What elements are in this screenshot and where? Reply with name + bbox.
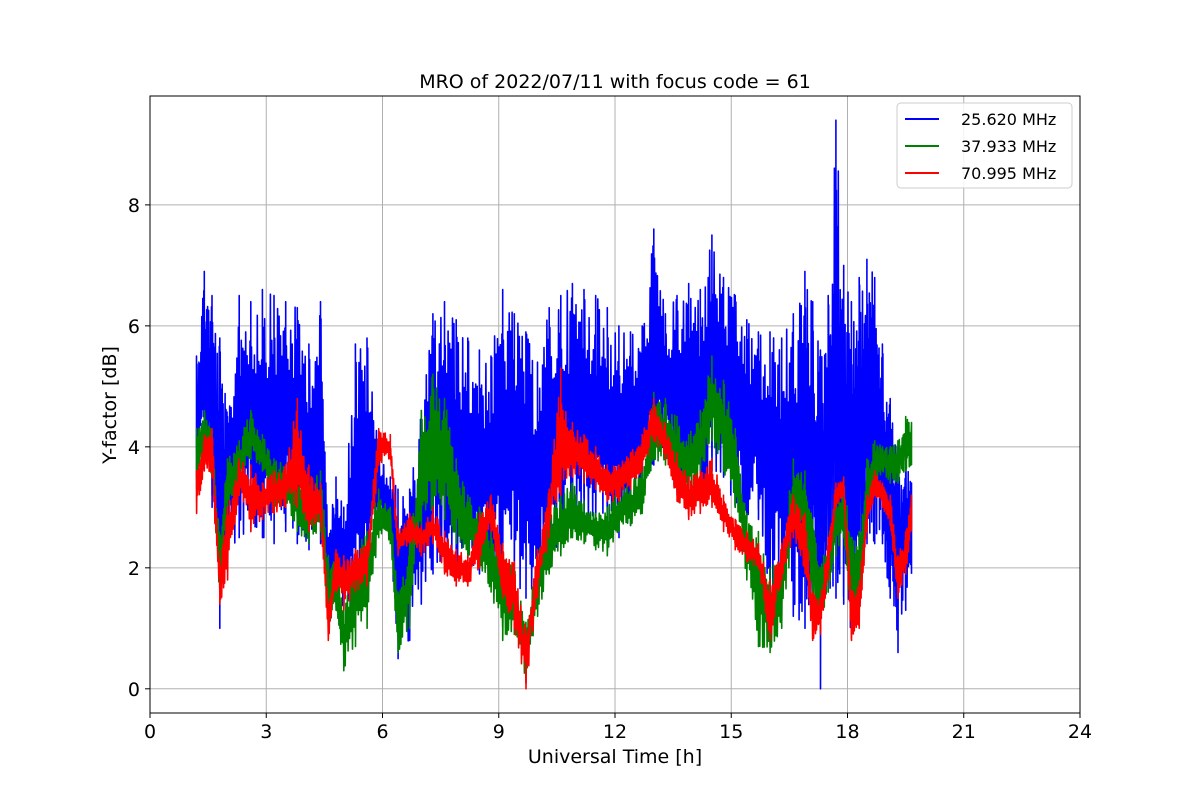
legend-box: [896, 102, 1073, 189]
x-tick-label: 3: [260, 721, 272, 743]
x-tick-label: 24: [1068, 721, 1092, 743]
legend-label: 70.995 MHz: [961, 164, 1056, 183]
y-tick-label: 0: [128, 679, 140, 701]
y-tick-label: 2: [128, 558, 140, 580]
x-tick-label: 12: [603, 721, 627, 743]
series-layer: [195, 119, 913, 690]
legend-label: 37.933 MHz: [961, 137, 1056, 156]
y-tick-label: 6: [128, 316, 140, 338]
legend-label: 25.620 MHz: [961, 110, 1056, 129]
x-axis-label: Universal Time [h]: [528, 746, 702, 768]
x-tick-label: 15: [719, 721, 743, 743]
x-tick-label: 6: [376, 721, 388, 743]
x-tick-label: 18: [835, 721, 859, 743]
y-axis-label: Y-factor [dB]: [99, 346, 121, 465]
x-tick-label: 9: [493, 721, 505, 743]
y-tick-label: 4: [128, 437, 140, 459]
x-tick-label: 21: [952, 721, 976, 743]
legend: 25.620 MHz 37.933 MHz 70.995 MHz: [896, 102, 1073, 189]
x-tick-label: 0: [144, 721, 156, 743]
series-line: [195, 367, 913, 690]
y-tick-label: 8: [128, 195, 140, 217]
chart-title: MRO of 2022/07/11 with focus code = 61: [419, 71, 811, 93]
